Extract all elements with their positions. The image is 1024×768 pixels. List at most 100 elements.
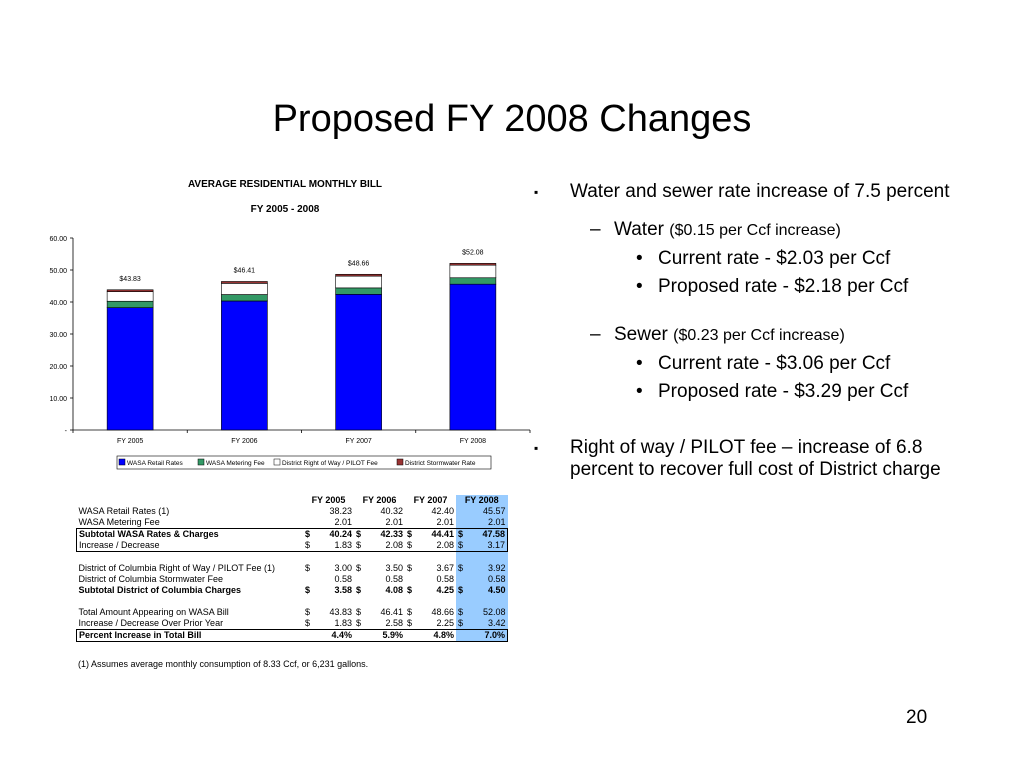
table-spacer-cell <box>470 596 508 607</box>
table-dollar-sign: $ <box>356 618 362 628</box>
table-cell-value: 4.08 <box>385 585 403 595</box>
table-cell-value: 0.58 <box>385 574 403 584</box>
table-dollar-sign: $ <box>456 563 470 574</box>
bill-table: FY 2005 FY 2006 FY 2007 FY 2008 WASA Ret… <box>76 495 508 642</box>
y-tick-label: 10.00 <box>49 396 67 403</box>
legend-label: District Right of Way / PILOT Fee <box>282 460 378 467</box>
bullet-list: ▪ Water and sewer rate increase of 7.5 p… <box>530 181 970 481</box>
table-dollar-sign <box>405 574 419 585</box>
table-dollar-sign: $ <box>356 607 362 617</box>
table-dollar-sign <box>354 574 368 585</box>
table-dollar-sign <box>456 506 470 517</box>
table-dollar-sign: $ <box>354 528 368 540</box>
table-row: Increase / Decrease $1.83 $2.08 $2.08 $3.17 <box>76 540 508 552</box>
square-bullet-icon: ▪ <box>534 441 539 455</box>
table-dollar-sign <box>405 517 419 529</box>
bullet-sewer-proposed-text: Proposed rate - $3.29 per Ccf <box>658 381 909 402</box>
table-dollar-sign: $ <box>356 585 362 595</box>
table-dollar-sign <box>456 629 470 642</box>
table-spacer-row <box>77 551 508 564</box>
table-spacer-cell <box>317 596 354 607</box>
table-row: District of Columbia Stormwater Fee 0.58 0… <box>77 574 508 585</box>
bullet-water-head: Water <box>614 219 664 240</box>
bar-total-label: $52.08 <box>462 249 484 256</box>
bar-segment-wasa-retail-rates <box>106 307 154 431</box>
bar-segment-district-stormwater-rate <box>106 289 154 292</box>
table-row-label: Total Amount Appearing on WASA Bill <box>78 607 229 617</box>
bullet-sewer-current: • Current rate - $3.06 per Ccf <box>530 353 970 375</box>
table-dollar-sign <box>405 506 419 517</box>
table-dollar-sign: $ <box>303 540 317 552</box>
table-header-fy2006: FY 2006 <box>362 495 397 505</box>
bar-segment-wasa-retail-rates <box>335 294 382 431</box>
legend-swatch <box>273 458 281 466</box>
x-tick-label: FY 2007 <box>345 438 371 445</box>
table-row: District of Columbia Right of Way / PILO… <box>77 563 508 574</box>
table-row-label: District of Columbia Right of Way / PILO… <box>78 563 276 573</box>
table-spacer-cell <box>470 551 508 563</box>
table-spacer-cell <box>354 596 368 607</box>
y-tick-label: 40.00 <box>49 300 67 307</box>
table-cell-value: 3.42 <box>470 618 508 630</box>
table-cell-value: 4.4% <box>317 629 354 642</box>
legend-swatch <box>197 458 205 466</box>
bar-segment-district-right-of-way-pilot-fee <box>106 291 154 302</box>
table-cell-value: 46.41 <box>380 607 403 617</box>
table-cell-value: 44.41 <box>419 528 456 540</box>
table-spacer-cell <box>419 596 456 607</box>
table-dollar-sign: $ <box>356 563 362 573</box>
table-spacer-cell <box>317 552 354 564</box>
bullet-pilot-fee: ▪ Right of way / PILOT fee – increase of… <box>530 437 970 481</box>
table-spacer-cell <box>419 552 456 564</box>
table-cell-value: 2.01 <box>334 517 352 527</box>
bullet-water: – Water ($0.15 per Ccf increase) <box>530 219 970 242</box>
table-cell-value: 3.92 <box>470 563 508 574</box>
table-dollar-sign <box>405 629 419 642</box>
table-row-label: Increase / Decrease Over Prior Year <box>78 618 224 628</box>
table-cell-value: 3.67 <box>436 563 454 573</box>
table-spacer-cell <box>368 552 405 564</box>
table-row: Percent Increase in Total Bill 4.4% 5.9% 4.… <box>76 629 508 642</box>
bullet-water-note: ($0.15 per Ccf increase) <box>669 222 841 239</box>
chart-bars: $43.83 $46.41 $48.66 $52.08 <box>106 249 497 431</box>
table-dollar-sign <box>456 517 470 529</box>
bar-segment-district-right-of-way-pilot-fee <box>335 275 382 289</box>
bar-segment-wasa-metering-fee <box>335 287 382 295</box>
y-tick-label: - <box>65 428 68 435</box>
table-dollar-sign: $ <box>407 607 413 617</box>
table-header-fy2005: FY 2005 <box>311 495 346 505</box>
table-cell-value: 38.23 <box>329 506 352 516</box>
table-dollar-sign: $ <box>456 528 470 540</box>
table-dollar-sign: $ <box>305 618 311 628</box>
table-row-label: District of Columbia Stormwater Fee <box>78 574 224 584</box>
bullet-sewer-note: ($0.23 per Ccf increase) <box>673 327 845 344</box>
table-body: WASA Retail Rates (1) 38.23 40.32 42.40 45.5… <box>76 506 508 642</box>
table-cell-value: 4.50 <box>470 585 508 596</box>
table-footnote: (1) Assumes average monthly consumption … <box>78 659 369 669</box>
table-dollar-sign <box>303 629 317 642</box>
bullet-rate-increase-text: Water and sewer rate increase of 7.5 per… <box>570 181 950 202</box>
table-spacer-cell <box>303 596 317 607</box>
table-spacer-cell <box>368 596 405 607</box>
table-dollar-sign: $ <box>407 585 413 595</box>
dash-bullet-icon: – <box>590 324 601 345</box>
table-dollar-sign: $ <box>354 540 368 552</box>
bullet-sewer-proposed: • Proposed rate - $3.29 per Ccf <box>530 381 970 403</box>
legend-label: WASA Retail Rates <box>127 460 184 467</box>
bullet-water-current: • Current rate - $2.03 per Ccf <box>530 248 970 270</box>
bar-segment-wasa-retail-rates <box>221 300 268 431</box>
table-dollar-sign: $ <box>405 528 419 540</box>
table-cell-value: 2.01 <box>470 517 508 529</box>
table-dollar-sign: $ <box>456 607 470 618</box>
table-dollar-sign <box>303 574 317 585</box>
table-cell-value: 3.00 <box>334 563 352 573</box>
bullet-water-current-text: Current rate - $2.03 per Ccf <box>658 248 891 269</box>
bar-total-label: $48.66 <box>348 260 370 267</box>
table-row: WASA Retail Rates (1) 38.23 40.32 42.40 45.5… <box>77 506 508 517</box>
table-spacer-cell <box>303 552 317 564</box>
bar-segment-wasa-metering-fee <box>221 294 268 302</box>
table-cell-value: 2.01 <box>385 517 403 527</box>
bar-segment-wasa-metering-fee <box>106 300 154 308</box>
dot-bullet-icon: • <box>636 353 643 374</box>
chart-subtitle: FY 2005 - 2008 <box>251 204 320 215</box>
